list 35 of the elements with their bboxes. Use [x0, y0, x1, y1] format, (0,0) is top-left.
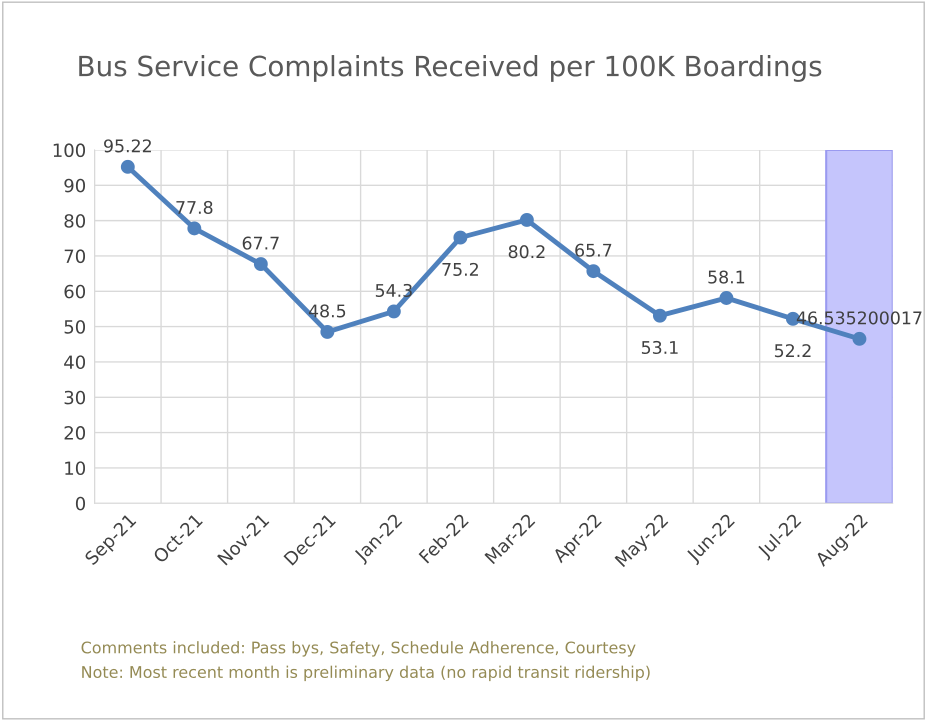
- data-label: 67.7: [242, 236, 279, 250]
- y-tick-label: 50: [64, 320, 86, 334]
- point: [120, 160, 135, 174]
- chart-title: Bus Service Complaints Received per 100K Boardings: [79, 55, 822, 82]
- point: [453, 230, 468, 245]
- text: Note: Most recent month is preliminary data (no rapid transit ridership): [82, 666, 650, 682]
- data-label: 65.7: [575, 244, 612, 257]
- y-tick-label: 30: [64, 390, 86, 404]
- data-label: 58.1: [708, 270, 744, 284]
- data-label: 77.8: [176, 200, 212, 214]
- y-tick-label: 10: [65, 461, 86, 476]
- point: [520, 212, 534, 227]
- data-label: 52.2: [774, 344, 811, 358]
- data-label: 95.22: [104, 139, 151, 152]
- point: [652, 308, 667, 323]
- point: [187, 221, 202, 236]
- point: [386, 304, 401, 318]
- data-label: 53.1: [642, 340, 678, 354]
- point: [320, 324, 334, 339]
- y-tick-label: 70: [64, 249, 86, 264]
- point: [719, 291, 734, 305]
- y-tick-label: 20: [64, 426, 86, 440]
- point: [254, 257, 268, 272]
- data-label: 75.2: [442, 262, 478, 276]
- y-tick-label: 90: [64, 178, 86, 192]
- point: [852, 332, 866, 346]
- y-tick-label: 100: [54, 143, 86, 158]
- y-tick-label: 40: [64, 355, 86, 370]
- data-label: 48.5: [308, 304, 346, 318]
- y-tick-label: 80: [64, 214, 86, 228]
- data-label: 80.2: [508, 245, 544, 258]
- y-tick-label: 0: [76, 496, 86, 510]
- y-tick-label: 60: [64, 284, 86, 298]
- text: Comments included: Pass bys, Safety, Schedule Adherence, Courtesy: [82, 641, 636, 657]
- point: [586, 264, 600, 278]
